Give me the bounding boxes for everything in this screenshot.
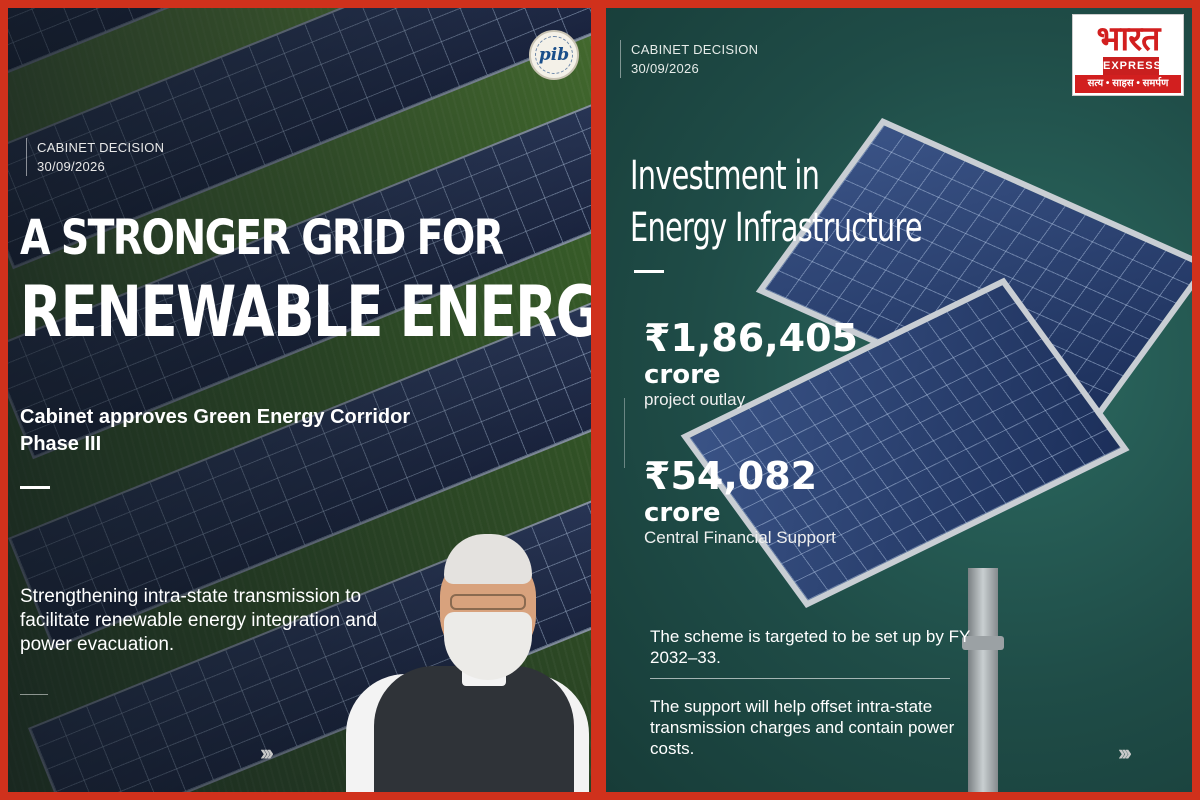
amount-unit: crore: [644, 360, 721, 390]
cabinet-decision-tag: CABINET DECISION 30/09/2026: [26, 138, 164, 176]
amount-support: ₹54,082 crore Central Financial Support: [644, 454, 844, 548]
headline-line-2: RENEWABLE ENERGY: [20, 271, 591, 353]
pib-logo: pib: [529, 30, 579, 80]
left-poster: pib CABINET DECISION 30/09/2026 A STRONG…: [8, 8, 591, 792]
body-text: Strengthening intra-state transmission t…: [20, 586, 378, 655]
logo-tagline: सत्य • साहस • समर्पण: [1075, 75, 1181, 93]
right-poster: भारत EXPRESS सत्य • साहस • समर्पण CABINE…: [606, 8, 1192, 792]
portrait-image: [344, 534, 591, 792]
chevron-arrows-icon: ›››: [260, 740, 274, 765]
headline: A STRONGER GRID FOR RENEWABLE ENERGY: [20, 208, 591, 356]
section-title: Investment in Energy Infrastructure: [630, 150, 1035, 254]
solar-pole: [968, 568, 998, 792]
title-line-2: Energy Infrastructure: [630, 205, 923, 251]
logo-sub: EXPRESS: [1103, 57, 1161, 75]
chevron-arrows-icon: ›››: [1118, 740, 1132, 765]
amount-unit: crore: [644, 498, 721, 528]
amount-description: project outlay: [644, 390, 746, 409]
amount-value: ₹1,86,405: [644, 316, 858, 360]
thin-divider: [20, 694, 48, 695]
amount-value: ₹54,082: [644, 454, 818, 498]
title-line-1: Investment in: [630, 153, 820, 199]
pole-clamp: [962, 636, 1004, 650]
decision-date: 30/09/2026: [631, 61, 700, 76]
accent-line: [624, 398, 625, 468]
decision-date: 30/09/2026: [37, 159, 106, 174]
cabinet-decision-tag: CABINET DECISION 30/09/2026: [620, 40, 758, 78]
divider-dash: [634, 270, 664, 273]
support-note: The support will help offset intra-state…: [650, 697, 955, 758]
logo-name: भारत: [1096, 19, 1161, 59]
amount-description: Central Financial Support: [644, 528, 836, 547]
note-separator: [650, 678, 950, 679]
headline-line-1: A STRONGER GRID FOR: [20, 210, 504, 266]
cabinet-label: CABINET DECISION: [631, 42, 759, 57]
divider-dash: [20, 486, 50, 489]
amount-outlay: ₹1,86,405 crore project outlay: [644, 316, 858, 410]
bharat-express-logo: भारत EXPRESS सत्य • साहस • समर्पण: [1072, 14, 1184, 96]
subheadline: Cabinet approves Green Energy Corridor P…: [20, 406, 411, 455]
scheme-note: The scheme is targeted to be set up by F…: [650, 627, 971, 667]
cabinet-label: CABINET DECISION: [37, 140, 165, 155]
